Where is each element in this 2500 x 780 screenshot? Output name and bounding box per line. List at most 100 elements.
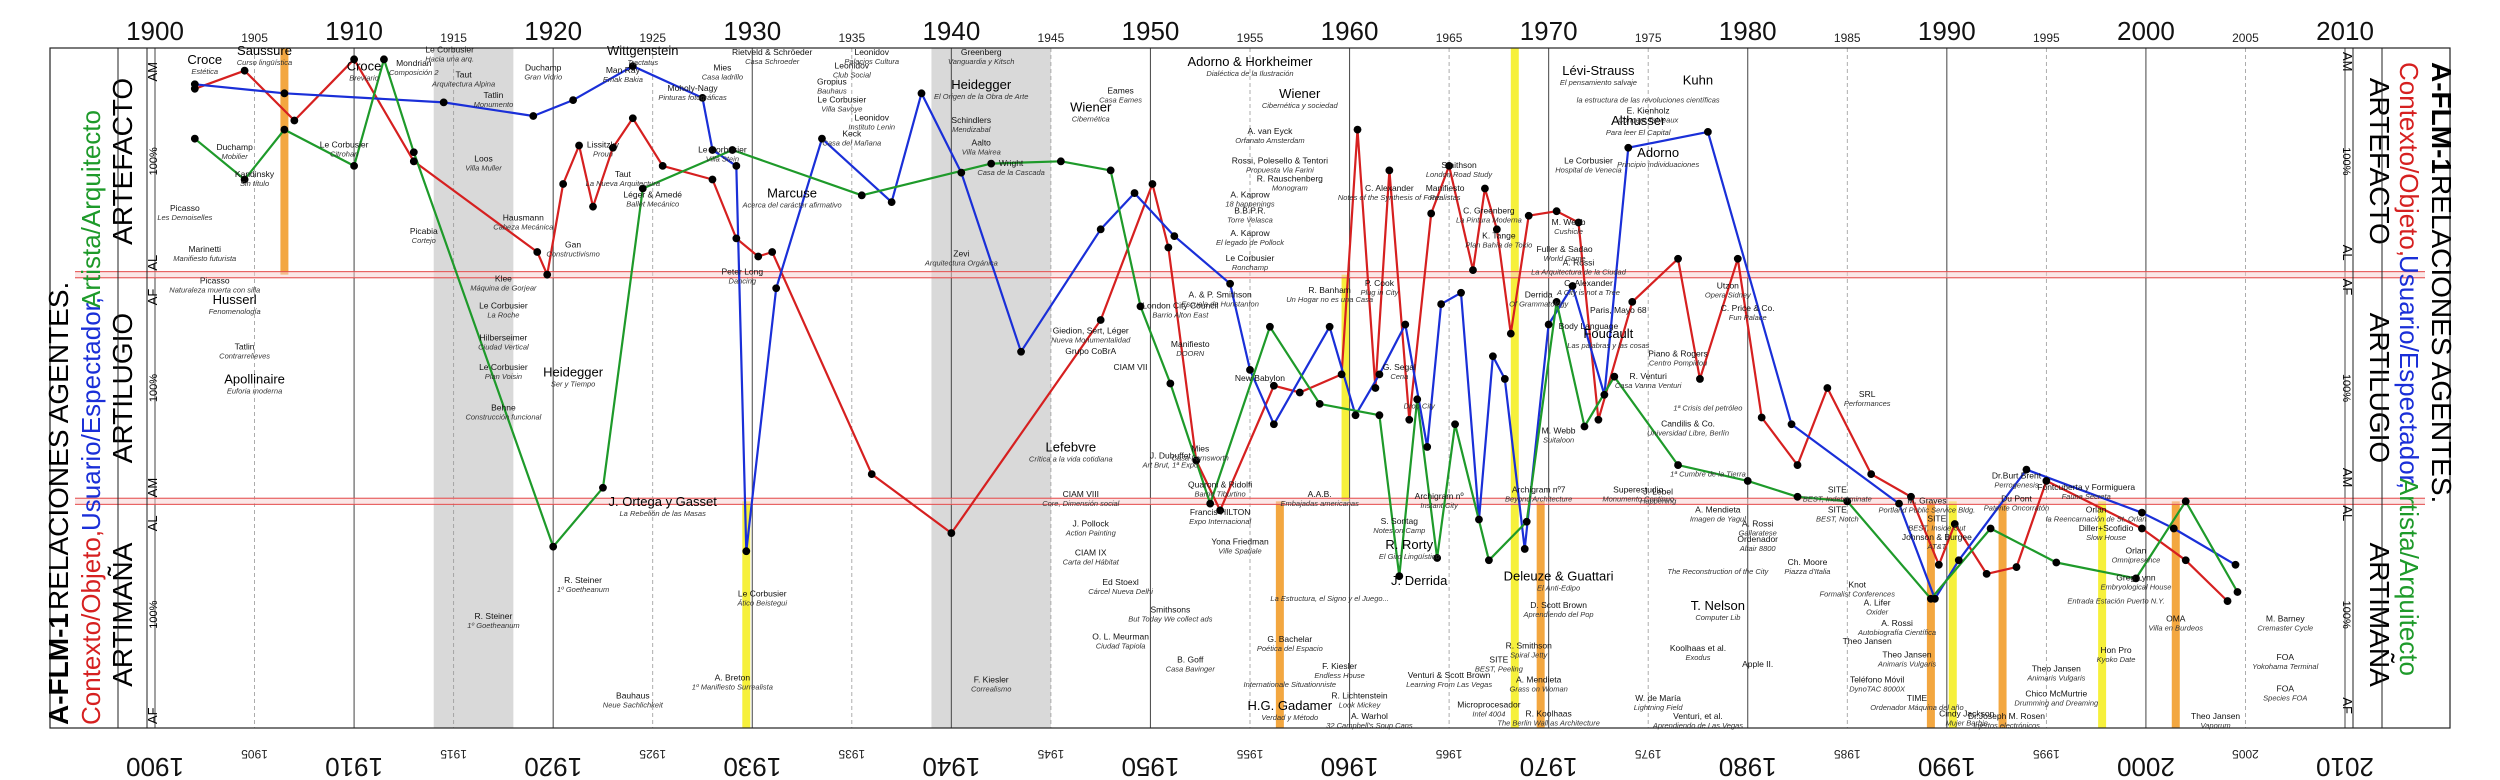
annotation-text-101: Drop City (1404, 401, 1437, 410)
bottom-minor-year-label-1975: 1975 (1635, 747, 1662, 761)
series-point-red-22 (1192, 456, 1201, 465)
annotation-title-138: S. Sontag (1381, 516, 1419, 526)
annotation-title-178: Hon Pro (2100, 645, 2131, 655)
series-point-green-20 (1395, 572, 1404, 581)
annotation-title-161: Johnson & Burgee (1902, 532, 1972, 542)
annotation-title-128: G. Bachelar (1267, 634, 1312, 644)
right-band-top-label-2: AL (2340, 505, 2355, 521)
bottom-year-label-2010: 2010 (2316, 752, 2374, 780)
annotation-title-38: Léger & Amedé (623, 190, 682, 200)
series-point-red-23 (1216, 506, 1225, 515)
annotation-title-181: FOA (2277, 652, 2295, 662)
series-point-red-38 (1552, 207, 1561, 216)
annotation-text-99: Casa Vanna Venturi (1615, 381, 1682, 390)
annotation-title-180: M. Barney (2266, 613, 2305, 623)
annotation-text-177: Drumming and Dreaming (2014, 698, 2099, 707)
annotation-title-98: Foucault (1583, 326, 1633, 341)
series-layer (190, 55, 2242, 605)
annotation-text-40: Constructivismo (546, 249, 599, 258)
annotation-title-110: SITE (1828, 484, 1847, 494)
annotation-text-55: 1º Manifiesto Surrealista (692, 682, 773, 691)
annotation-title-157: Koolhaas et al. (1670, 643, 1726, 653)
axis-layer: 1900 1900 1910 1910 1920 1920 1930 1930 1940 1940… (126, 16, 2374, 780)
top-year-label-1930: 1930 (723, 16, 781, 46)
top-minor-year-label-1915: 1915 (440, 31, 467, 45)
left-band-top-label-0: AM (145, 62, 160, 82)
top-year-label-1990: 1990 (1918, 16, 1976, 46)
right-title: A-FLM-1 (2426, 62, 2457, 174)
annotation-title-168: TIME (1907, 693, 1928, 703)
band-label-layer: ARTEFACTO ARTEFACTO AM 100% AL AM 100% AL ARTILU… (107, 52, 2395, 724)
annotation-title-60: Wiener (1070, 99, 1112, 114)
bottom-year-label-1980: 1980 (1719, 752, 1777, 780)
annotation-text-71: La Pintura Moderna (1456, 215, 1522, 224)
annotation-text-69: London Road Study (1426, 170, 1494, 179)
series-point-red-46 (1793, 461, 1802, 469)
series-point-red-56 (2181, 556, 2190, 565)
annotation-title-92: Grupo CoBrA (1065, 346, 1116, 356)
series-point-blue-15 (1017, 347, 1025, 356)
annotation-title-52: R. Steiner (475, 611, 513, 621)
series-point-red-53 (2012, 563, 2021, 571)
annotation-title-10: Husserl (213, 292, 257, 307)
annotation-text-119: Carta del Hábitat (1063, 558, 1120, 567)
series-point-blue-33 (1544, 320, 1553, 329)
annotation-text-173: Omnipresence (2112, 555, 2161, 564)
annotation-title-114: Du Pont (2001, 493, 2032, 503)
series-point-green-15 (1166, 379, 1175, 388)
annotation-text-31: Villa Stein (706, 154, 739, 163)
annotation-title-4: Picasso (170, 203, 200, 213)
annotation-title-123: B. Goff (1177, 654, 1204, 664)
annotation-title-151: A. Mendieta (1695, 505, 1741, 515)
annotation-title-144: SITE (1489, 654, 1508, 664)
series-point-red-16 (768, 248, 777, 256)
annotation-92: Grupo CoBrA (1065, 346, 1116, 356)
series-point-blue-29 (1475, 515, 1483, 524)
annotation-text-131: Endless House (1314, 671, 1364, 680)
series-point-green-32 (1843, 497, 1852, 506)
annotation-text-43: Dancing (729, 277, 757, 286)
annotation-text-123: Casa Bavinger (1166, 664, 1216, 673)
top-minor-year-label-1905: 1905 (241, 31, 268, 45)
series-point-blue-36 (1624, 143, 1633, 152)
annotation-title-3: Kandinsky (235, 169, 275, 179)
annotation-text-25: Bauhaus (817, 86, 847, 95)
series-point-red-17 (867, 470, 876, 479)
annotation-text-28: Vanguardia y Kitsch (948, 57, 1014, 66)
bottom-year-label-1940: 1940 (922, 752, 980, 780)
annotation-title-56: F. Kiesler (974, 675, 1009, 685)
annotation-text-149: Aprendiendo de Las Vegas (1652, 721, 1743, 730)
annotation-text-152: Gallaratese (1739, 528, 1777, 537)
annotation-text-160: BEST, Inside Out (1908, 524, 1966, 533)
annotation-text-67: Ronchamp (1232, 263, 1268, 272)
annotation-title-83: C. Alexander (1564, 278, 1613, 288)
annotation-title-121: O. L. Meurman (1092, 632, 1149, 642)
series-point-blue-10 (772, 284, 781, 293)
top-minor-year-label-1935: 1935 (838, 31, 865, 45)
annotation-title-153: Ordenador (1737, 534, 1778, 544)
bottom-year-label-1920: 1920 (524, 752, 582, 780)
annotation-text-86: Fun Palace (1729, 313, 1767, 322)
